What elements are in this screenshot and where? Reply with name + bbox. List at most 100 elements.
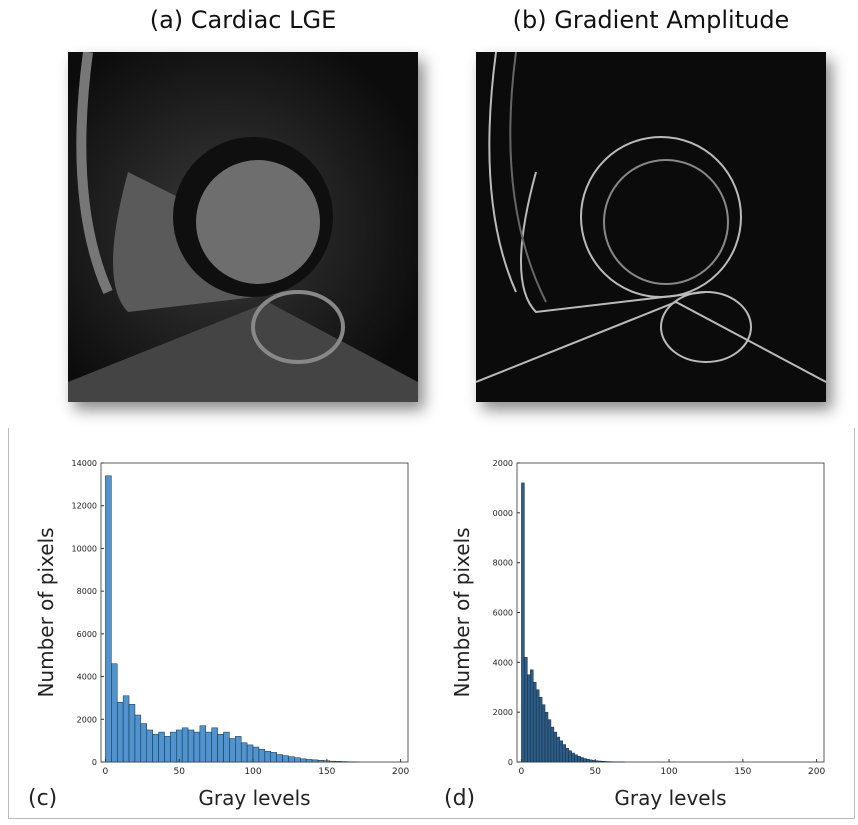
histogram-bar: [217, 733, 224, 763]
histogram: 0 2000 4000 6000 8000 0000 2000 0 50 100 150 200 Gra…: [444, 459, 825, 811]
histogram-bar: [586, 759, 590, 763]
histogram-bar: [305, 759, 313, 763]
plot-area: [516, 462, 825, 763]
histogram-bar: [199, 725, 207, 763]
y-axis-label: Number of pixels: [34, 527, 58, 697]
histogram-bar: [568, 750, 572, 763]
histogram-bar: [603, 761, 608, 763]
histogram-bar: [240, 742, 248, 763]
y-tick-label: 0: [92, 758, 97, 767]
histogram-bar: [181, 727, 189, 763]
histogram-bar: [600, 761, 605, 763]
histogram-bar: [193, 731, 201, 763]
histogram-bar: [205, 731, 212, 763]
histogram-bar: [317, 760, 325, 763]
y-tick-label: 4000: [77, 673, 97, 682]
x-tick-label: 150: [318, 767, 335, 777]
histogram-bar: [246, 744, 254, 763]
y-tick-label: 0: [508, 758, 513, 767]
histogram-bar: [223, 731, 230, 763]
plot-area: [100, 462, 409, 763]
histogram-bar: [589, 759, 593, 763]
panel-label: (d): [444, 786, 475, 811]
y-tick-label: 4000: [493, 658, 513, 667]
histogram-bar: [577, 756, 581, 763]
histogram-bar: [229, 738, 236, 763]
y-tick-label: 2000: [77, 715, 97, 724]
gradient-image: [476, 52, 826, 402]
histogram-bar: [158, 731, 165, 763]
histogram-bar: [550, 726, 555, 763]
y-tick-label: 8000: [77, 587, 97, 596]
x-tick-label: 200: [808, 767, 825, 777]
x-tick-label: 0: [519, 767, 525, 777]
histogram-bar: [187, 729, 195, 763]
histogram-bar: [276, 754, 283, 763]
histogram-bar: [235, 736, 242, 763]
histogram-bar: [565, 748, 569, 763]
y-tick-label: 8000: [493, 559, 513, 568]
histogram-bar: [258, 748, 266, 763]
histogram-bar: [538, 696, 543, 763]
x-tick-label: 0: [103, 767, 109, 777]
histogram-bar: [335, 761, 342, 763]
histogram-bar: [140, 723, 148, 763]
x-tick-label: 150: [734, 767, 751, 777]
histogram-bar: [300, 758, 307, 763]
panel-title: (a) Cardiac LGE: [149, 6, 337, 34]
y-tick-label: 12000: [72, 502, 97, 511]
histogram-bar: [556, 736, 561, 763]
histogram-bar: [553, 731, 558, 763]
histogram-bar: [580, 757, 584, 763]
x-tick-label: 100: [660, 767, 677, 777]
histogram-bar: [164, 736, 171, 763]
y-tick-label: 0000: [493, 509, 513, 518]
histogram-bar: [544, 711, 549, 763]
panel-title: (b) Gradient Amplitude: [512, 6, 790, 34]
histogram-bar: [146, 729, 153, 763]
histogram-bar: [176, 729, 183, 763]
x-axis-label: Gray levels: [614, 786, 726, 810]
histogram-bar: [530, 669, 534, 763]
histogram-bar: [329, 760, 336, 763]
y-tick-label: 2000: [493, 459, 513, 468]
histogram-bar: [521, 482, 525, 763]
histogram-bar: [211, 727, 218, 763]
histogram-bar: [288, 756, 295, 763]
histogram-bar: [252, 746, 260, 763]
x-tick-label: 50: [589, 767, 601, 777]
y-tick-label: 2000: [493, 708, 513, 717]
histogram-bar: [311, 759, 319, 763]
histogram-bar: [559, 740, 564, 763]
histogram-bar: [574, 754, 578, 763]
histogram-bar: [152, 733, 159, 763]
histogram-bar: [547, 719, 552, 763]
histogram-bar: [264, 751, 271, 763]
histogram-bar: [282, 755, 289, 763]
histogram-bar: [128, 704, 136, 763]
histogram-bar: [535, 689, 540, 763]
histogram-bar: [541, 704, 546, 763]
y-tick-label: 6000: [77, 630, 97, 639]
histogram-bar: [122, 695, 130, 763]
y-tick-label: 10000: [72, 544, 97, 553]
histogram-bar: [294, 757, 301, 763]
histogram-bar: [524, 657, 528, 763]
x-axis-label: Gray levels: [198, 786, 310, 810]
panel-label: (c): [28, 786, 57, 811]
histogram-bar: [105, 475, 112, 763]
histogram-bar: [583, 758, 587, 763]
histogram-bar: [532, 682, 537, 763]
histogram-bar: [134, 714, 142, 763]
histogram-bar: [270, 752, 277, 763]
lge-image: [68, 52, 418, 402]
histogram-bar: [571, 752, 575, 763]
histogram-bar: [527, 674, 531, 763]
y-tick-label: 14000: [72, 459, 97, 468]
histogram-bar: [597, 760, 602, 763]
histogram-bar: [116, 701, 124, 763]
histogram-bar: [170, 731, 177, 763]
histogram-panel: [8, 428, 855, 819]
histogram-bar: [562, 744, 566, 763]
